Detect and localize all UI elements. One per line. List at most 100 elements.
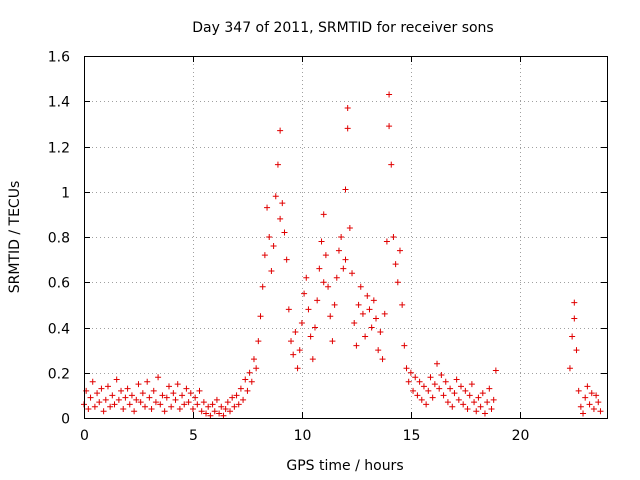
data-point (444, 399, 451, 406)
data-point (270, 243, 277, 250)
data-point (346, 224, 353, 231)
data-point (442, 378, 449, 385)
data-point (139, 390, 146, 397)
x-axis-label: GPS time / hours (286, 458, 403, 474)
data-point (174, 381, 181, 388)
data-point (468, 381, 475, 388)
data-point (168, 403, 175, 410)
data-point (484, 399, 491, 406)
y-tick-label: 1.6 (48, 50, 70, 66)
data-point (316, 265, 323, 272)
data-point (392, 261, 399, 268)
data-point (94, 390, 101, 397)
data-point (222, 405, 229, 412)
data-point (146, 394, 153, 401)
data-point (250, 356, 257, 363)
data-point (471, 399, 478, 406)
data-point (375, 347, 382, 354)
data-point (107, 403, 114, 410)
data-point (181, 401, 188, 408)
data-point (135, 381, 142, 388)
data-point (577, 403, 584, 410)
data-point (176, 405, 183, 412)
data-point (109, 392, 116, 399)
data-point (235, 401, 242, 408)
data-point (386, 91, 393, 98)
data-point (403, 365, 410, 372)
data-point (436, 385, 443, 392)
data-point (486, 385, 493, 392)
data-point (192, 394, 199, 401)
data-point (405, 378, 412, 385)
data-point (588, 390, 595, 397)
data-point (246, 369, 253, 376)
data-point (414, 392, 421, 399)
data-point (144, 378, 151, 385)
data-point (305, 306, 312, 313)
data-point (253, 365, 260, 372)
data-point (98, 385, 105, 392)
data-point (128, 392, 135, 399)
data-point (205, 403, 212, 410)
data-point (590, 405, 597, 412)
data-point (453, 376, 460, 383)
data-point (189, 405, 196, 412)
data-point (279, 200, 286, 207)
data-point (344, 105, 351, 112)
data-point (172, 396, 179, 403)
data-point (266, 234, 273, 240)
data-point (187, 390, 194, 397)
data-point (355, 301, 362, 308)
data-point (440, 392, 447, 399)
data-point (213, 396, 220, 403)
data-point (492, 367, 499, 374)
data-point (229, 394, 236, 401)
data-point (481, 410, 488, 417)
data-point (307, 333, 314, 340)
data-point (237, 385, 244, 392)
data-point (575, 387, 582, 394)
y-tick-label: 0.2 (48, 367, 70, 383)
data-point (462, 387, 469, 394)
y-tick-label: 0.4 (48, 322, 70, 338)
y-tick-label: 0 (61, 412, 70, 428)
data-point (227, 408, 234, 415)
x-tick-label: 20 (512, 428, 530, 444)
data-point (111, 401, 118, 408)
data-point (161, 408, 168, 415)
data-point (455, 396, 462, 403)
y-tick-label: 1.2 (48, 141, 70, 157)
data-point (379, 356, 386, 363)
data-point (216, 410, 223, 417)
data-point (294, 365, 301, 372)
data-point (597, 408, 604, 415)
data-point (277, 127, 284, 134)
data-point (96, 399, 103, 406)
data-point (87, 394, 94, 401)
data-point (466, 392, 473, 399)
data-point (183, 385, 190, 392)
data-point (104, 383, 111, 390)
data-point (303, 274, 310, 281)
data-point (342, 186, 349, 193)
data-point (582, 394, 589, 401)
data-point (179, 392, 186, 399)
data-point (242, 376, 249, 383)
data-point (490, 396, 497, 403)
axis-tick-labels: 0 5 10 15 20 0 0.2 0.4 0.6 0.8 1 1.2 1.4 1.6 (48, 50, 530, 445)
data-point (118, 387, 125, 394)
data-point (464, 405, 471, 412)
data-point (331, 301, 338, 308)
y-tick-label: 1 (61, 186, 70, 202)
data-point (479, 390, 486, 397)
data-point (566, 365, 573, 372)
y-tick-label: 1.4 (48, 95, 70, 111)
data-point (133, 396, 140, 403)
data-point (259, 283, 266, 290)
data-point (425, 387, 432, 394)
data-point (268, 267, 275, 274)
data-point (451, 390, 458, 397)
chart-title: Day 347 of 2011, SRMTID for receiver son… (192, 20, 493, 36)
